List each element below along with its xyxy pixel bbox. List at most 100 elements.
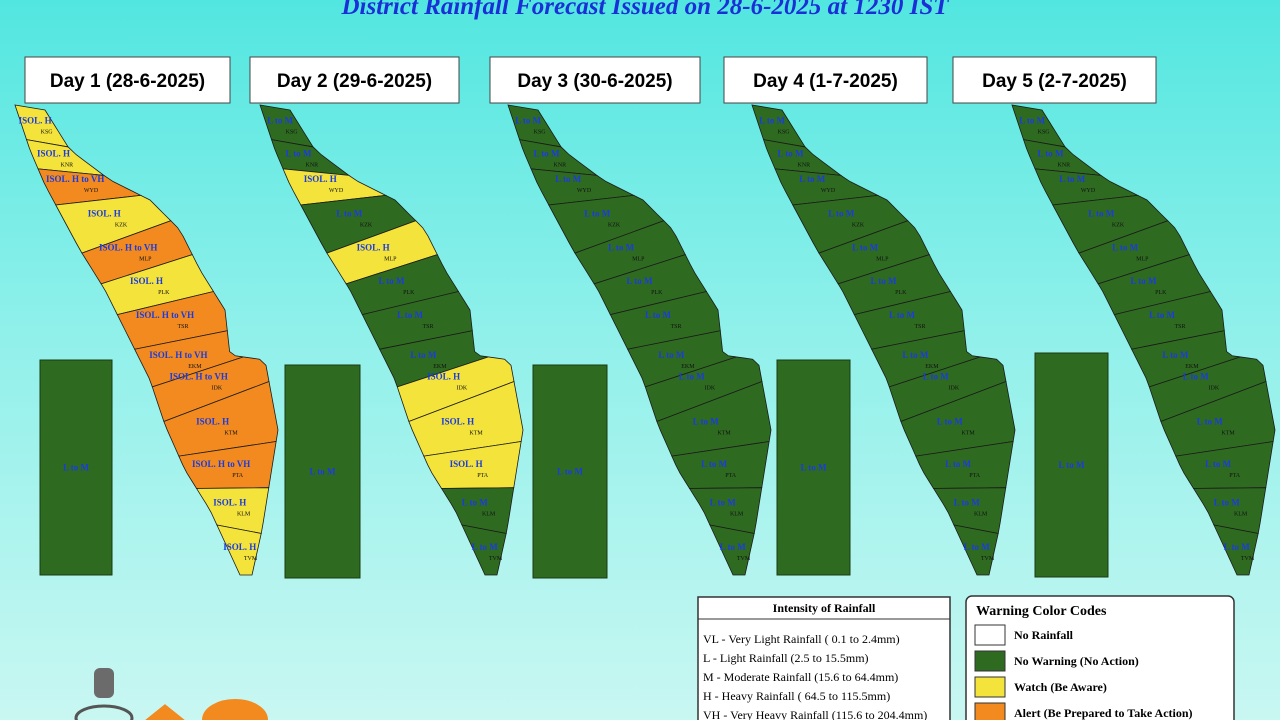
- district-warning: ISOL. H: [213, 497, 246, 507]
- district-warning: L to M: [1112, 242, 1139, 252]
- district-warning: L to M: [954, 497, 981, 507]
- intensity-item: M - Moderate Rainfall (15.6 to 64.4mm): [703, 670, 898, 684]
- district-code: EKM: [433, 364, 447, 370]
- district-warning: L to M: [515, 115, 542, 125]
- district-warning: ISOL. H to VH: [170, 372, 228, 382]
- district-code: KNR: [306, 162, 319, 168]
- district: [1011, 104, 1066, 148]
- district-code: KNR: [1058, 162, 1071, 168]
- district-warning: L to M: [937, 416, 964, 426]
- district-code: KSG: [286, 129, 299, 135]
- intensity-legend: Intensity of Rainfall: [697, 596, 951, 720]
- lakshadweep-label: L to M: [310, 467, 337, 477]
- district-code: KLM: [974, 511, 988, 517]
- district: [461, 524, 507, 576]
- district-warning: L to M: [889, 310, 916, 320]
- district-warning: ISOL. H: [357, 242, 390, 252]
- district-code: PLK: [895, 290, 907, 296]
- district-warning: L to M: [759, 115, 786, 125]
- district: [932, 487, 1007, 534]
- district: [507, 104, 562, 148]
- district-code: WYD: [84, 188, 99, 194]
- district-warning: L to M: [1162, 350, 1189, 360]
- intensity-item: VH - Very Heavy Rainfall (115.6 to 204.4…: [703, 708, 927, 720]
- district-code: KTM: [961, 430, 975, 436]
- district-code: TSR: [670, 324, 681, 330]
- district-code: TVM: [737, 556, 751, 562]
- district-code: TVM: [1241, 556, 1255, 562]
- district-warning: L to M: [286, 148, 313, 158]
- district-code: TSR: [914, 324, 925, 330]
- district-code: WYD: [577, 188, 592, 194]
- district-code: TSR: [1174, 324, 1185, 330]
- warning-legend: Warning Color Codes: [965, 595, 1235, 720]
- district-warning: L to M: [1059, 174, 1086, 184]
- district-code: KZK: [1112, 222, 1125, 228]
- lakshadweep: [776, 359, 851, 576]
- lakshadweep-label: L to M: [63, 463, 90, 473]
- district-warning: L to M: [1197, 416, 1224, 426]
- district-warning: ISOL. H: [441, 416, 474, 426]
- district-warning: L to M: [799, 174, 826, 184]
- district: [688, 487, 763, 534]
- district: [216, 524, 262, 576]
- day-label-box: [952, 56, 1157, 104]
- intensity-item: L - Light Rainfall (2.5 to 15.5mm): [703, 651, 869, 665]
- district-code: KNR: [554, 162, 567, 168]
- district-code: KZK: [608, 222, 621, 228]
- district-code: WYD: [1081, 188, 1096, 194]
- district-warning: L to M: [1149, 310, 1176, 320]
- district-code: WYD: [329, 188, 344, 194]
- warning-swatch: [974, 676, 1006, 698]
- title: District Rainfall Forecast Issued on 28-…: [341, 0, 951, 20]
- district-warning: L to M: [1183, 372, 1210, 382]
- district-warning: L to M: [945, 459, 972, 469]
- district-warning: L to M: [1088, 208, 1115, 218]
- district-warning: L to M: [555, 174, 582, 184]
- district-code: MLP: [1136, 256, 1149, 262]
- district-warning: L to M: [1131, 276, 1158, 286]
- district-code: PLK: [403, 290, 415, 296]
- district-warning: L to M: [679, 372, 706, 382]
- district: [1213, 524, 1259, 576]
- district-warning: L to M: [534, 148, 561, 158]
- district-code: KLM: [1234, 511, 1248, 517]
- lakshadweep-label: L to M: [557, 467, 584, 477]
- district-code: WYD: [821, 188, 836, 194]
- day-label-box: [249, 56, 460, 104]
- district-code: PTA: [477, 473, 489, 479]
- district-warning: ISOL. H: [37, 148, 70, 158]
- district-code: EKM: [925, 364, 939, 370]
- district-code: PTA: [725, 473, 737, 479]
- district-warning: L to M: [379, 276, 406, 286]
- district-warning: ISOL. H to VH: [136, 310, 194, 320]
- day-label: Day 1 (28-6-2025): [50, 71, 205, 92]
- district-code: KSG: [534, 129, 547, 135]
- district-warning: L to M: [852, 242, 879, 252]
- district-code: IDK: [949, 386, 960, 392]
- district-code: EKM: [1185, 364, 1199, 370]
- district: [440, 487, 515, 534]
- district-code: MLP: [876, 256, 889, 262]
- day-label-box: [723, 56, 928, 104]
- district-warning: ISOL. H: [130, 276, 163, 286]
- warning-swatch: [974, 702, 1006, 720]
- lakshadweep: [39, 359, 113, 576]
- district-code: KTM: [1221, 430, 1235, 436]
- district-warning: L to M: [645, 310, 672, 320]
- district-code: PTA: [1229, 473, 1241, 479]
- district-warning: L to M: [1205, 459, 1232, 469]
- district: [751, 104, 806, 148]
- district-code: PLK: [651, 290, 663, 296]
- district-warning: L to M: [410, 350, 437, 360]
- lakshadweep: [1034, 352, 1109, 578]
- district-code: PLK: [158, 290, 170, 296]
- district-code: KSG: [1038, 129, 1051, 135]
- district-warning: L to M: [710, 497, 737, 507]
- district-warning: L to M: [1224, 542, 1251, 552]
- intensity-item: H - Heavy Rainfall ( 64.5 to 115.5mm): [703, 689, 890, 703]
- district: [1192, 487, 1267, 534]
- warning-swatch: [974, 650, 1006, 672]
